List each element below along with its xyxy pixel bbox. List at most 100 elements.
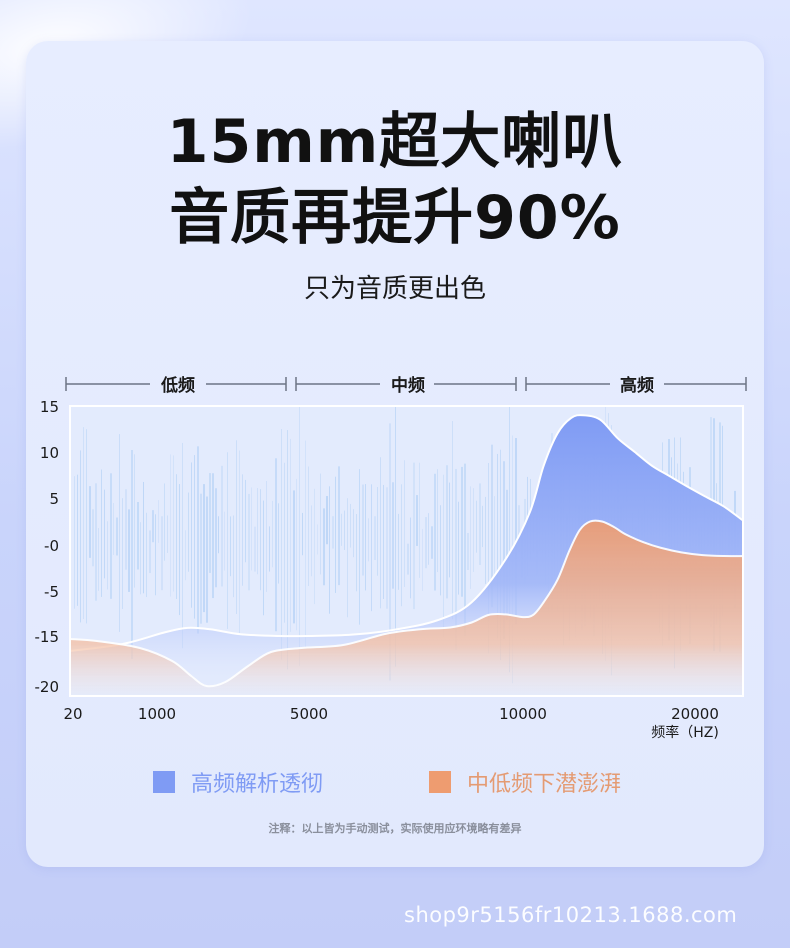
wave-bar bbox=[428, 513, 429, 565]
y-tick-label: -15 bbox=[35, 628, 60, 646]
wave-bar bbox=[197, 446, 199, 634]
wave-bar bbox=[470, 486, 471, 589]
wave-bar bbox=[98, 528, 99, 591]
wave-bar bbox=[260, 489, 261, 591]
y-tick-label: 5 bbox=[49, 490, 59, 508]
wave-bar bbox=[95, 483, 97, 601]
wave-bar bbox=[515, 438, 517, 625]
wave-bar bbox=[89, 486, 91, 558]
wave-bar bbox=[395, 406, 396, 667]
wave-bar bbox=[485, 496, 486, 584]
legend-high-label: 高频解析透彻 bbox=[191, 772, 324, 797]
wave-bar bbox=[182, 442, 183, 649]
wave-bar bbox=[416, 495, 418, 546]
y-tick-label: -5 bbox=[44, 583, 59, 601]
wave-bar bbox=[374, 516, 376, 560]
y-tick-label: -0 bbox=[44, 537, 59, 555]
wave-bar bbox=[137, 501, 139, 570]
wave-bar bbox=[194, 455, 195, 619]
wave-bar bbox=[308, 466, 309, 586]
wave-bar bbox=[425, 517, 427, 569]
wave-bar bbox=[119, 434, 120, 632]
wave-bar bbox=[176, 474, 177, 599]
headline-subtitle: 只为音质更出色 bbox=[303, 274, 486, 304]
wave-bar bbox=[305, 440, 306, 649]
wave-bar bbox=[236, 440, 237, 614]
y-tick-label: 15 bbox=[40, 398, 59, 416]
x-axis-label: 频率（HZ) bbox=[651, 724, 719, 741]
wave-bar bbox=[422, 528, 423, 591]
wave-bar bbox=[437, 469, 438, 573]
wave-bar bbox=[458, 501, 459, 595]
wave-bar bbox=[377, 487, 378, 576]
wave-bar bbox=[293, 490, 295, 624]
wave-bar bbox=[107, 521, 108, 590]
wave-bar bbox=[497, 453, 498, 639]
wave-bar bbox=[203, 484, 205, 613]
wave-bar bbox=[317, 524, 318, 555]
wave-bar bbox=[338, 466, 340, 586]
x-tick-label: 10000 bbox=[499, 705, 547, 723]
wave-bar bbox=[275, 458, 277, 632]
wave-bar bbox=[350, 503, 351, 548]
wave-bar bbox=[371, 484, 372, 612]
wave-bar bbox=[491, 444, 493, 608]
wave-bar bbox=[299, 406, 300, 666]
wave-bar bbox=[227, 452, 228, 629]
wave-bar bbox=[233, 515, 234, 598]
wave-bar bbox=[482, 505, 483, 548]
wave-bar bbox=[386, 487, 388, 609]
wave-bar bbox=[101, 469, 102, 597]
x-tick-label: 1000 bbox=[138, 705, 176, 723]
wave-bar bbox=[149, 530, 151, 574]
wave-bar bbox=[479, 483, 481, 565]
wave-bar bbox=[206, 496, 208, 623]
x-axis-ticks: 20 1000 5000 10000 20000 bbox=[63, 705, 718, 723]
wave-bar bbox=[443, 474, 444, 637]
wave-bar bbox=[413, 462, 415, 610]
wave-bar bbox=[344, 510, 345, 550]
wave-bar bbox=[146, 512, 147, 598]
wave-bar bbox=[506, 489, 508, 621]
wave-bar bbox=[314, 488, 315, 605]
wave-bar bbox=[104, 489, 105, 579]
wave-bar bbox=[353, 509, 354, 558]
wave-bar bbox=[284, 462, 285, 623]
band-high-label: 高频 bbox=[620, 375, 654, 396]
legend-low: 中低频下潜澎湃 bbox=[429, 768, 622, 797]
wave-bar bbox=[509, 406, 510, 673]
wave-bar bbox=[446, 465, 448, 599]
wave-bar bbox=[215, 488, 217, 588]
wave-bar bbox=[230, 516, 231, 577]
legend-low-label: 中低频下潜澎湃 bbox=[467, 772, 622, 797]
wave-bar bbox=[368, 518, 369, 562]
wave-bar bbox=[407, 543, 409, 575]
series-low-area bbox=[70, 519, 743, 696]
wave-bar bbox=[467, 532, 469, 570]
wave-bar bbox=[239, 450, 240, 635]
y-tick-label: 10 bbox=[40, 444, 59, 462]
wave-bar bbox=[419, 462, 420, 578]
wave-bar bbox=[140, 522, 141, 595]
band-low: 低频 bbox=[65, 375, 287, 396]
wave-bar bbox=[281, 429, 282, 660]
wave-bar bbox=[251, 487, 252, 571]
wave-bar bbox=[272, 500, 273, 568]
headline-line2: 音质再提升90% bbox=[169, 183, 621, 253]
wave-bar bbox=[245, 479, 246, 563]
wave-bar bbox=[86, 429, 87, 624]
footnote: 注释：以上皆为手动测试，实际使用应环境略有差异 bbox=[268, 822, 522, 835]
wave-bar bbox=[113, 502, 114, 555]
wave-bar bbox=[335, 476, 336, 593]
wave-bar bbox=[383, 484, 384, 599]
wave-bar bbox=[461, 466, 463, 597]
wave-bar bbox=[254, 526, 256, 572]
wave-bar bbox=[473, 488, 474, 572]
wave-bar bbox=[257, 488, 258, 575]
wave-bar bbox=[209, 473, 211, 573]
legend-high: 高频解析透彻 bbox=[153, 768, 324, 797]
wave-bar bbox=[329, 486, 330, 614]
wave-bar bbox=[401, 484, 402, 607]
frequency-band-brackets: 低频 中频 高频 bbox=[65, 375, 747, 396]
band-high: 高频 bbox=[525, 375, 747, 396]
